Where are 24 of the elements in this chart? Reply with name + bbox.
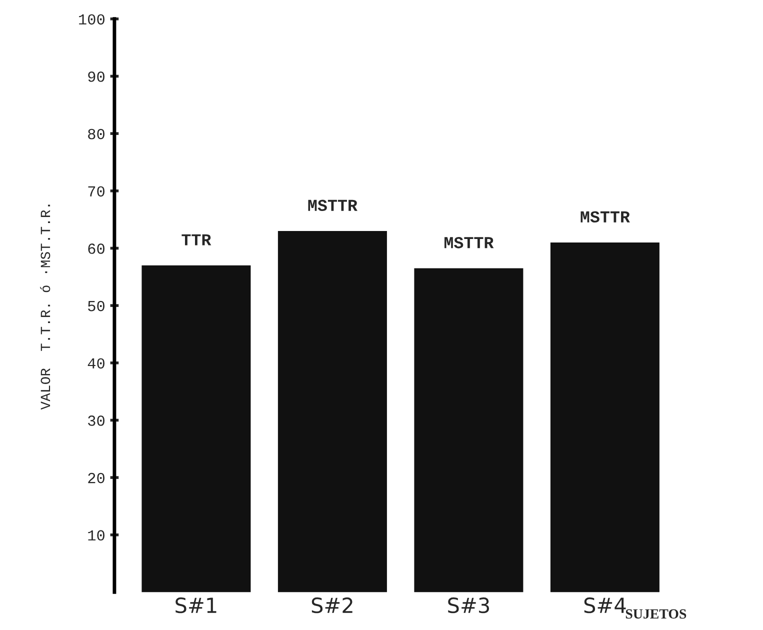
bar: [278, 231, 387, 592]
bar: [414, 268, 524, 592]
x-tick-label: S#1: [176, 597, 216, 614]
bar: [142, 265, 251, 592]
y-axis-title: VALOR T.T.R. ó ·MST.T.R.: [40, 204, 50, 410]
bar: [550, 242, 660, 592]
x-tick-label: S#2: [312, 597, 352, 614]
data-label: TTR: [182, 234, 212, 246]
y-tick-label: 20: [88, 472, 104, 484]
y-tick-label: 70: [88, 186, 104, 197]
y-tick-label: 50: [88, 300, 104, 312]
x-tick-label: S#3: [448, 597, 489, 614]
y-tick-label: 40: [88, 358, 104, 369]
y-tick-label: 100: [79, 14, 104, 25]
y-tick-label: 80: [88, 128, 104, 140]
data-label: MSTTR: [580, 211, 630, 223]
data-label: MSTTR: [444, 237, 494, 248]
x-axis-title: SUJETOS: [626, 609, 686, 619]
x-tick-label: S#4: [584, 597, 626, 614]
data-label: MSTTR: [308, 200, 358, 212]
y-tick-label: 10: [88, 530, 104, 541]
y-tick-label: 60: [88, 244, 104, 254]
y-tick-label: 90: [88, 72, 104, 82]
y-tick-label: 30: [88, 416, 104, 426]
